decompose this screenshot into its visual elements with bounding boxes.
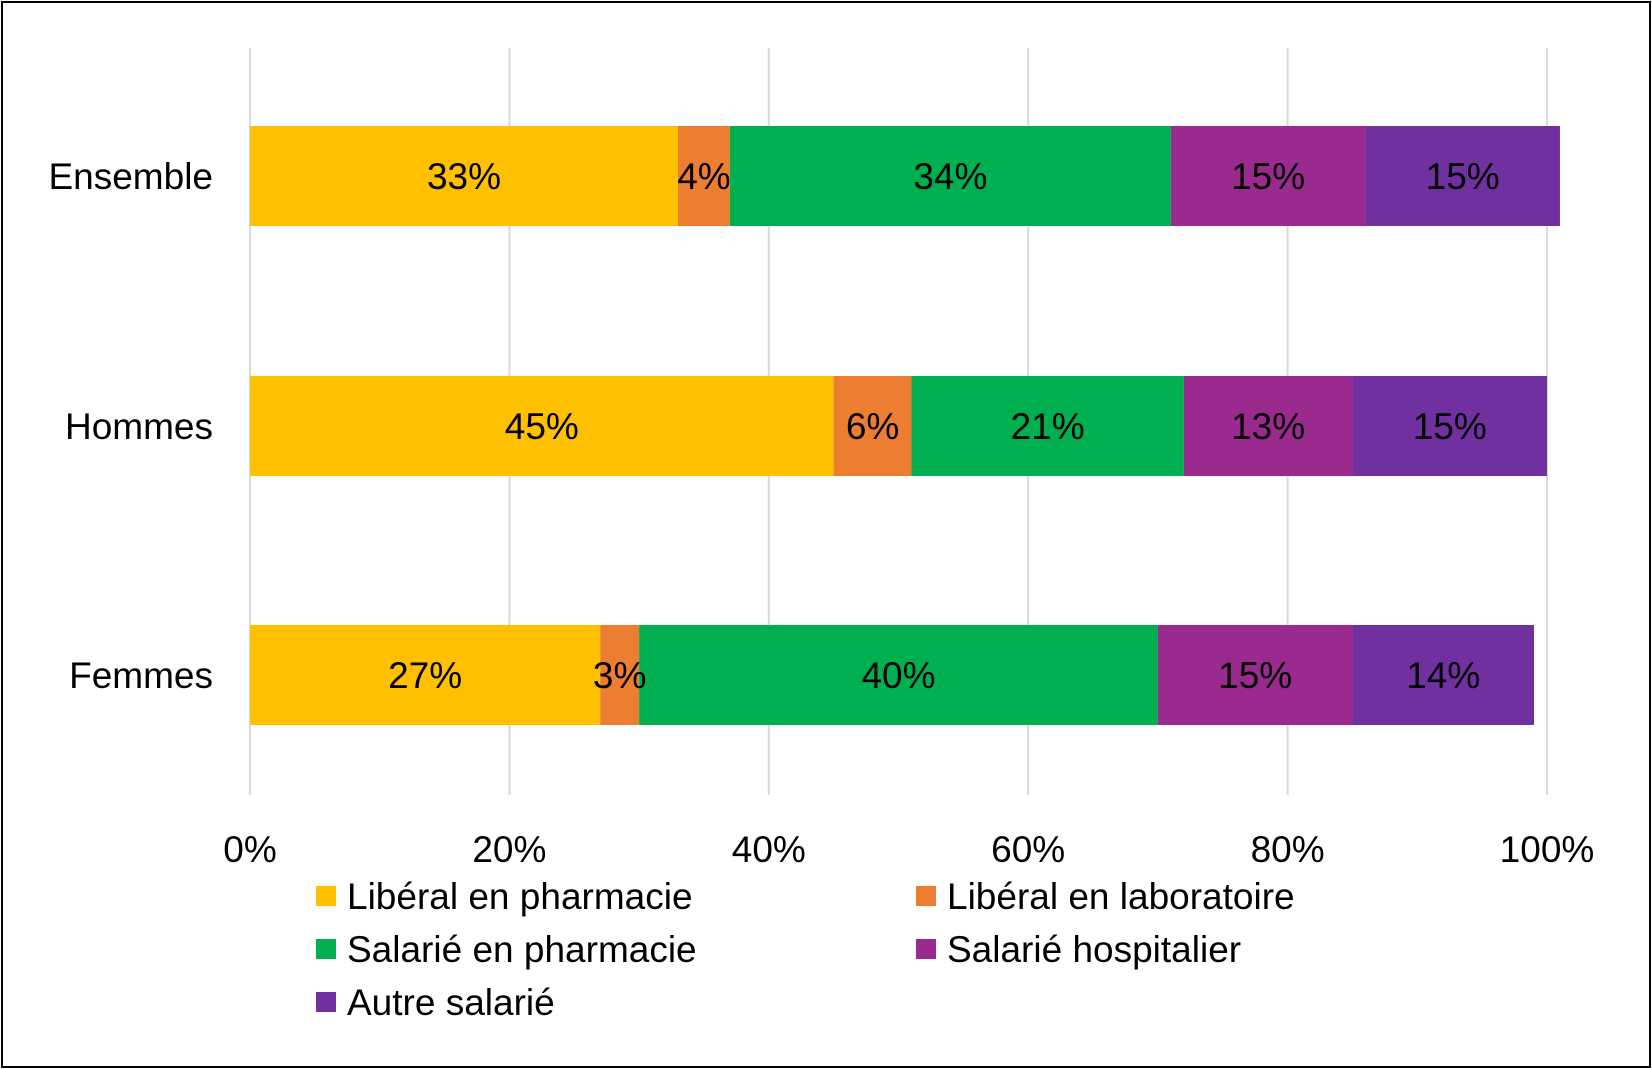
legend-swatch	[316, 886, 336, 906]
bar-segment	[639, 625, 1158, 725]
bar-segment	[250, 126, 679, 226]
data-label: 14%	[1406, 655, 1480, 696]
bar-segment	[833, 376, 912, 476]
data-label: 6%	[846, 406, 899, 447]
legend-swatch	[316, 939, 336, 959]
bar-segment	[1157, 625, 1353, 725]
bars	[250, 126, 1560, 725]
data-labels: 33% 4% 34% 15% 15% 45% 6% 21% 13% 15% 27% 3% 40% 15% 1…	[388, 156, 1500, 696]
bar-segment	[250, 376, 834, 476]
bar-segment	[1352, 625, 1535, 725]
bar-segment	[1352, 376, 1547, 476]
data-label: 4%	[677, 156, 730, 197]
x-tick-label: 60%	[991, 829, 1065, 870]
x-tick-label: 20%	[472, 829, 546, 870]
legend-label: Libéral en pharmacie	[347, 876, 693, 917]
bar-segment	[729, 126, 1171, 226]
data-label: 3%	[593, 655, 646, 696]
category-label: Ensemble	[48, 156, 213, 197]
data-label: 15%	[1218, 655, 1292, 696]
bar-segment	[600, 625, 640, 725]
bar-segment	[250, 625, 601, 725]
legend-swatch	[916, 886, 936, 906]
data-label: 27%	[388, 655, 462, 696]
data-label: 40%	[861, 655, 935, 696]
bar-segment	[678, 126, 730, 226]
bar-segment	[911, 376, 1184, 476]
legend: Libéral en pharmacie Libéral en laboratoi…	[316, 876, 1295, 1023]
data-label: 15%	[1231, 156, 1305, 197]
data-label: 33%	[427, 156, 501, 197]
category-label: Hommes	[65, 406, 213, 447]
x-tick-label: 80%	[1251, 829, 1325, 870]
x-tick-label: 100%	[1500, 829, 1595, 870]
data-label: 45%	[505, 406, 579, 447]
legend-label: Salarié en pharmacie	[347, 929, 697, 970]
legend-label: Salarié hospitalier	[947, 929, 1241, 970]
legend-swatch	[916, 939, 936, 959]
legend-label: Libéral en laboratoire	[947, 876, 1295, 917]
x-tick-label: 40%	[732, 829, 806, 870]
data-label: 34%	[913, 156, 987, 197]
data-label: 13%	[1231, 406, 1305, 447]
x-tick-labels: 0% 20% 40% 60% 80% 100%	[223, 829, 1594, 870]
legend-swatch	[316, 992, 336, 1012]
data-label: 15%	[1413, 406, 1487, 447]
data-label: 21%	[1011, 406, 1085, 447]
bar-segment	[1365, 126, 1560, 226]
category-labels: Ensemble Hommes Femmes	[48, 156, 213, 696]
data-label: 15%	[1426, 156, 1500, 197]
legend-label: Autre salarié	[347, 982, 555, 1023]
bar-segment	[1183, 376, 1353, 476]
x-tick-label: 0%	[223, 829, 276, 870]
category-label: Femmes	[69, 655, 213, 696]
bar-segment	[1170, 126, 1366, 226]
